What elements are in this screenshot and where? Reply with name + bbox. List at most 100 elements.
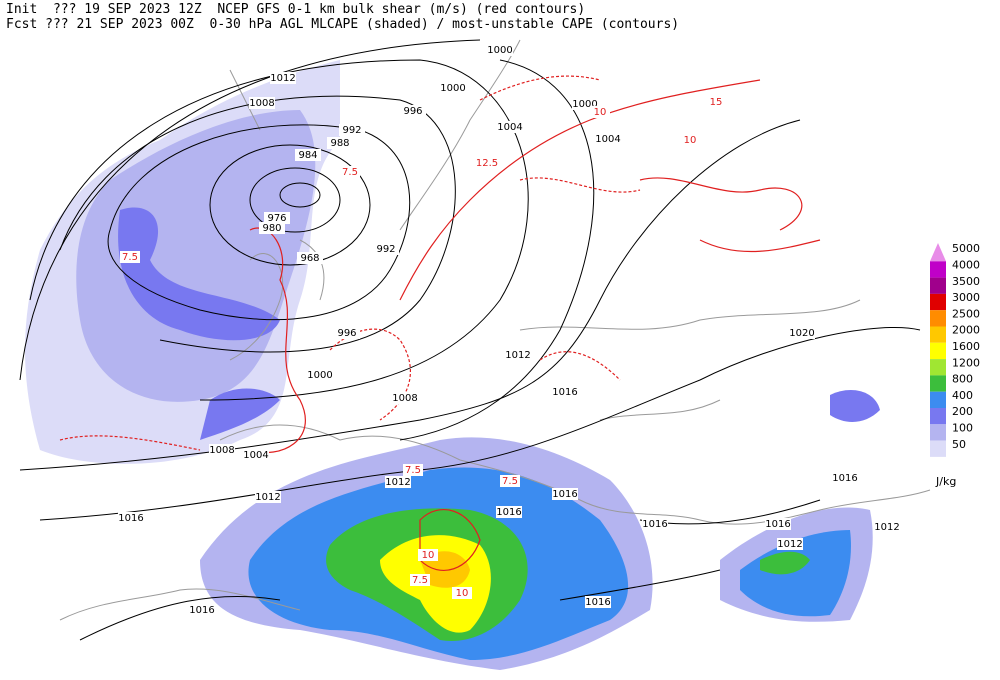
isobar-label: 1016 (642, 519, 667, 530)
isobar-label: 976 (267, 213, 286, 224)
colorbar-swatch (930, 277, 946, 294)
label-bg (334, 327, 360, 339)
isobar-label: 1016 (552, 489, 577, 500)
label-bg (118, 512, 144, 524)
shear-label: 10 (422, 550, 435, 561)
shear-label: 7.5 (412, 575, 428, 586)
label-bg (403, 464, 423, 476)
isobar-label: 1000 (572, 99, 597, 110)
label-bg (327, 137, 353, 149)
label-bg (505, 349, 531, 361)
isobar-label: 1012 (777, 539, 802, 550)
colorbar-swatch (930, 408, 946, 425)
isobar-label: 1016 (832, 473, 857, 484)
isobar-label: 992 (342, 125, 361, 136)
colorbar-label: 2000 (952, 324, 980, 337)
colorbar-unit: J/kg (935, 475, 956, 488)
isobar-label: 988 (330, 138, 349, 149)
shear-label: 12.5 (476, 158, 498, 169)
isobar-label: 1000 (440, 83, 465, 94)
shear-label: 7.5 (502, 476, 518, 487)
isobars (19, 39, 921, 641)
isobar-label: 1008 (249, 98, 274, 109)
label-bg (373, 243, 399, 255)
colorbar-swatch (930, 243, 946, 262)
colorbar-swatch (930, 391, 946, 408)
label-bg (297, 252, 323, 264)
isobar-label: 1012 (385, 477, 410, 488)
label-bg (340, 166, 360, 178)
label-bg (440, 82, 466, 94)
label-bg (487, 44, 513, 56)
colorbar-swatch (930, 440, 946, 457)
colorbar-label: 5000 (952, 242, 980, 255)
shear-label: 10 (594, 107, 607, 118)
isobar-label: 1004 (243, 450, 268, 461)
header-line: Fcst ??? 21 SEP 2023 00Z 0-30 hPa AGL ML… (6, 17, 679, 32)
header-line: Init ??? 19 SEP 2023 12Z NCEP GFS 0-1 km… (6, 2, 585, 17)
isobar-label: 980 (262, 223, 281, 234)
label-bg (120, 251, 140, 263)
isobar-label: 1012 (874, 522, 899, 533)
colorbar-swatch (930, 359, 946, 376)
label-bg (400, 105, 426, 117)
isobar-label: 1016 (496, 507, 521, 518)
label-bg (777, 538, 803, 550)
label-bg (765, 518, 791, 530)
colorbar-label: 1200 (952, 356, 980, 369)
label-bg (552, 488, 578, 500)
label-bg (189, 604, 215, 616)
shear-label: 7.5 (342, 167, 358, 178)
label-bg (590, 106, 610, 118)
label-bg (418, 549, 438, 561)
isobar-label: 1016 (765, 519, 790, 530)
colorbar-swatch (930, 424, 946, 441)
isobar-label: 1004 (595, 134, 620, 145)
label-bg (385, 476, 411, 488)
isobar-label: 984 (298, 150, 317, 161)
label-bg (595, 133, 621, 145)
isobar-label: 996 (403, 106, 422, 117)
colorbar-label: 2500 (952, 307, 980, 320)
isobar-label: 1000 (487, 45, 512, 56)
colorbar-label: 1600 (952, 340, 980, 353)
label-bg (452, 587, 472, 599)
colorbar-label: 50 (952, 438, 966, 451)
label-bg (552, 386, 578, 398)
isobar-label: 1012 (270, 73, 295, 84)
label-bg (307, 369, 333, 381)
shear-label: 15 (710, 97, 723, 108)
colorbar-label: 3500 (952, 275, 980, 288)
label-bg (255, 491, 281, 503)
colorbar-label: 200 (952, 405, 973, 418)
label-bg (832, 472, 858, 484)
label-bg (243, 449, 269, 461)
shear-label: 7.5 (405, 465, 421, 476)
colorbar-swatch (930, 342, 946, 360)
isobar-label: 1012 (505, 350, 530, 361)
label-bg (249, 97, 275, 109)
isobar-label: 1012 (255, 492, 280, 503)
label-bg (259, 222, 285, 234)
isobar-label: 1004 (497, 122, 522, 133)
isobar-label: 1008 (209, 445, 234, 456)
colorbar-label: 3000 (952, 291, 980, 304)
isobar-label: 1020 (789, 328, 814, 339)
colorbar-label: 100 (952, 421, 973, 434)
label-bg (642, 518, 668, 530)
coastlines (59, 39, 931, 621)
colorbar-swatch (930, 375, 946, 392)
label-bg (789, 327, 815, 339)
isobar-label: 968 (300, 253, 319, 264)
shear-label: 10 (456, 588, 469, 599)
label-bg (706, 96, 726, 108)
label-bg (477, 157, 497, 169)
isobar-label: 1016 (118, 513, 143, 524)
label-bg (500, 475, 520, 487)
label-bg (585, 596, 611, 608)
label-bg (339, 124, 365, 136)
colorbar-swatch (930, 293, 946, 311)
label-bg (209, 444, 235, 456)
colorbar-swatch (930, 310, 946, 327)
